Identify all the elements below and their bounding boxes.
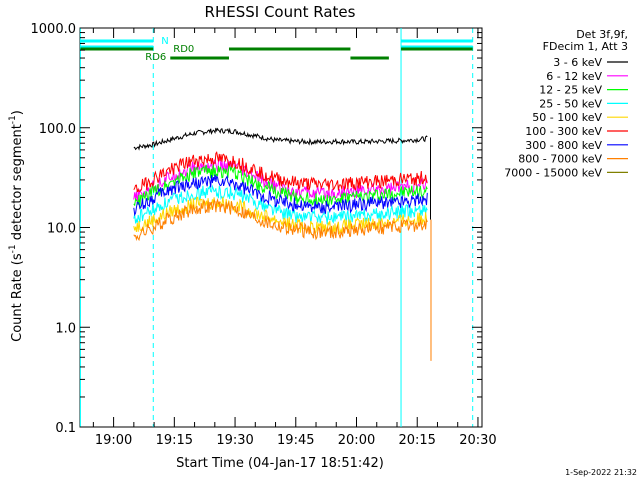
x-axis-title: Start Time (04-Jan-17 18:51:42) <box>176 456 384 471</box>
y-axis-title: Count Rate (s-1 detector segment-1) <box>8 110 25 342</box>
attenuator-bars: N RD0 RD6 <box>80 36 473 63</box>
x-tick-label: 19:00 <box>95 433 132 448</box>
x-tick-label: 19:45 <box>277 433 314 448</box>
series-line <box>133 127 428 151</box>
attenuator-bar-label: N <box>161 36 168 47</box>
y-axis-title-main: Count Rate (s <box>10 253 25 342</box>
footer-timestamp: 1-Sep-2022 21:32 <box>565 468 637 477</box>
series-line <box>133 197 428 242</box>
y-tick-label: 1.0 <box>55 321 76 336</box>
legend-entry-label: 3 - 6 keV <box>553 56 602 69</box>
y-axis-title-group: Count Rate (s-1 detector segment-1) <box>8 110 25 342</box>
legend-entry-label: 100 - 300 keV <box>525 125 602 138</box>
y-tick-label: 100.0 <box>39 122 76 137</box>
y-tick-label: 10.0 <box>47 222 76 237</box>
legend-header: FDecim 1, Att 3 <box>543 40 628 53</box>
series-line <box>133 184 428 225</box>
attenuator-bar-label: RD0 <box>173 44 194 55</box>
x-tick-label: 20:30 <box>459 433 496 448</box>
series-lines <box>133 127 432 361</box>
x-tick-label: 20:15 <box>398 433 435 448</box>
y-axis-title-close: ) <box>10 110 25 115</box>
x-tick-label: 19:30 <box>216 433 253 448</box>
y-tick-label: 0.1 <box>55 421 76 436</box>
attenuator-bar-label: RD6 <box>145 52 166 63</box>
legend-header: Det 3f,9f, <box>576 28 628 41</box>
legend-entry-label: 50 - 100 keV <box>532 111 602 124</box>
x-tick-label: 20:00 <box>338 433 375 448</box>
legend-entry-label: 12 - 25 keV <box>539 84 602 97</box>
chart-title: RHESSI Count Rates <box>205 3 356 21</box>
legend-entry-label: 6 - 12 keV <box>546 70 602 83</box>
axes: 1000.0 100.0 10.0 1.0 0.1 19:00 19:15 19:30 19:4… <box>31 22 497 448</box>
y-tick-label: 1000.0 <box>31 22 77 37</box>
y-axis-title-sup-2: -1 <box>8 115 18 124</box>
series-line <box>133 174 428 217</box>
series-line <box>133 151 428 193</box>
y-axis-title-sup: -1 <box>8 244 18 253</box>
legend-entry-label: 25 - 50 keV <box>539 97 602 110</box>
series-line <box>133 196 428 236</box>
legend-entry-label: 300 - 800 keV <box>525 139 602 152</box>
y-axis-title-tail: detector segment <box>10 124 25 244</box>
legend-entry-label: 800 - 7000 keV <box>518 153 602 166</box>
x-tick-label: 19:15 <box>156 433 193 448</box>
legend-entry-label: 7000 - 15000 keV <box>504 166 602 179</box>
